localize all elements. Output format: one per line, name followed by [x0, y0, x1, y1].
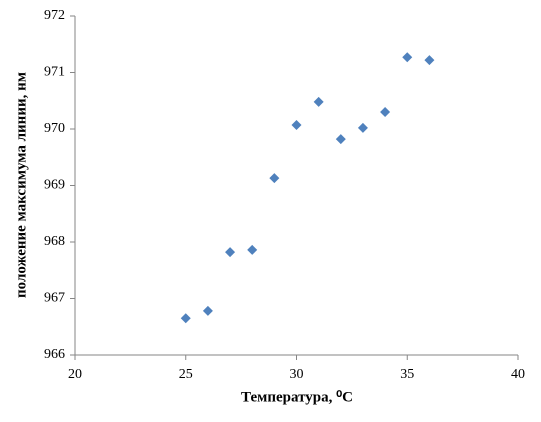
point — [357, 122, 368, 133]
point — [335, 134, 346, 145]
point — [247, 244, 258, 255]
y-tick-label: 969 — [44, 178, 65, 193]
point — [180, 313, 191, 324]
point — [380, 107, 391, 118]
y-tick-label: 966 — [44, 347, 65, 362]
x-tick-label: 30 — [290, 367, 304, 382]
point — [424, 55, 435, 66]
point — [291, 120, 302, 131]
y-tick-label: 967 — [44, 291, 65, 306]
y-tick-label: 970 — [44, 121, 65, 136]
y-tick-label: 971 — [44, 65, 65, 80]
point — [202, 305, 213, 316]
point — [225, 247, 236, 258]
point — [313, 96, 324, 107]
x-tick-label: 35 — [400, 367, 414, 382]
y-tick-label: 968 — [44, 234, 65, 249]
point — [269, 173, 280, 184]
x-tick-label: 25 — [179, 367, 193, 382]
x-axis-label: Температура, ⁰C — [241, 389, 353, 405]
y-tick-label: 972 — [44, 8, 65, 23]
point — [402, 52, 413, 63]
x-tick-label: 20 — [68, 367, 82, 382]
x-tick-label: 40 — [511, 367, 525, 382]
y-axis-label: положение максимума линии, нм — [13, 72, 29, 298]
